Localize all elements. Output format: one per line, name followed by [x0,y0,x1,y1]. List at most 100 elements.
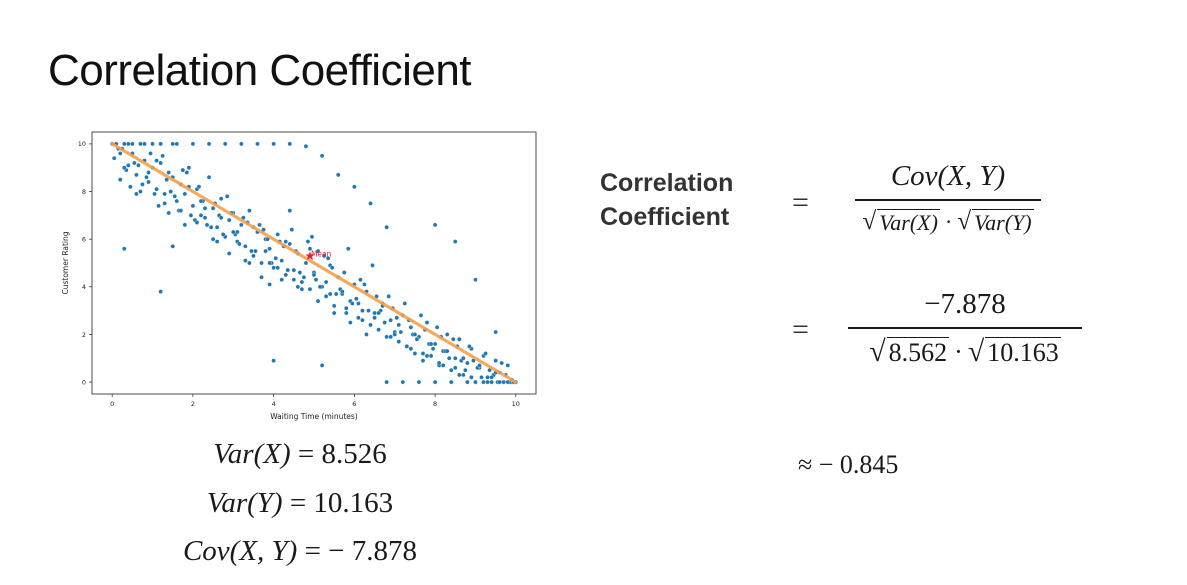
data-point [350,301,355,306]
data-point [354,296,359,302]
cov-xy-rhs: = − 7.878 [304,535,418,567]
data-point [174,141,180,147]
data-point [489,375,494,380]
sqrt-numeric-left: √ 8.562 [869,337,950,368]
data-point [384,224,389,230]
data-point [493,329,498,335]
data-point [210,236,216,242]
data-point [180,167,186,173]
data-point [323,279,329,285]
data-point [418,313,424,318]
equals-sign-1: = [792,186,809,219]
data-point [257,222,262,228]
data-point [452,355,458,361]
data-point [271,141,276,147]
data-point [263,248,268,254]
numeric-fraction-bar [848,327,1082,329]
data-point [243,258,248,263]
cov-xy-lhs: Cov(X, Y) [182,535,298,567]
data-point [214,224,220,230]
data-point [457,372,462,378]
y-tick-label: 4 [82,283,86,291]
data-point [461,372,466,378]
data-point [452,365,458,371]
data-point [376,327,381,332]
data-point [457,336,462,342]
data-point [184,170,190,175]
trend-line [110,142,518,384]
data-point [154,186,159,192]
data-point [384,334,389,340]
data-point [339,289,345,294]
data-point [376,310,381,316]
data-point [412,351,418,356]
correlation-result: ≈ − 0.845 [798,450,899,479]
data-point [190,141,196,147]
data-point [319,153,325,159]
y-tick-label: 8 [82,188,86,196]
data-point [247,260,252,266]
data-point [267,246,272,251]
symbolic-fraction-bar [855,199,1041,201]
data-point [485,375,490,380]
data-point [226,251,232,256]
data-point [297,270,303,275]
data-point [461,355,466,361]
x-tick-label: 0 [110,400,114,408]
data-point [275,265,280,271]
data-point [239,222,244,228]
data-point [444,348,450,354]
data-point [198,213,204,218]
data-point [222,141,228,147]
data-point [206,174,212,180]
data-point [273,255,278,261]
data-point [440,363,446,368]
data-point [117,151,123,156]
data-point [311,272,317,278]
y-tick-label: 6 [82,235,86,243]
data-point [162,201,167,206]
data-point [368,322,373,328]
data-point [432,341,438,347]
var-y-lhs: Var(Y) [206,487,283,519]
data-point [485,379,490,385]
data-point [356,301,361,306]
data-point [208,224,214,230]
data-point [428,353,434,359]
data-point [279,258,284,263]
data-point [414,336,420,342]
data-point [251,253,256,259]
data-point [436,360,442,366]
data-point [146,179,151,185]
data-point [344,305,349,311]
data-point [382,320,387,325]
data-point [111,155,117,161]
data-point [412,332,418,337]
data-point [317,284,323,290]
symbolic-denominator: √ Var(X) · √ Var(Y) [862,208,1034,235]
data-point [501,379,506,385]
data-point [303,260,309,266]
data-point [479,375,484,380]
symbolic-fraction: Cov(X, Y) √ Var(X) · √ Var(Y) [838,160,1058,235]
data-point [329,265,335,271]
data-point [267,282,272,287]
data-point [323,294,329,299]
data-point [235,229,240,235]
data-point [295,284,301,290]
y-axis-label: Customer Rating [61,231,70,294]
numeric-denominator: √ 8.562 · √ 10.163 [869,337,1061,368]
data-point [259,260,264,266]
x-tick-label: 8 [433,400,437,408]
data-point [202,205,208,211]
data-point [497,379,502,385]
slide-title: Correlation Coefficient [48,46,472,95]
data-point [398,329,404,335]
data-point [372,310,377,316]
data-point [128,184,133,190]
data-point [122,141,127,147]
data-point [448,379,454,385]
x-tick-label: 10 [512,400,520,408]
data-point [366,308,371,313]
data-point [368,201,373,206]
